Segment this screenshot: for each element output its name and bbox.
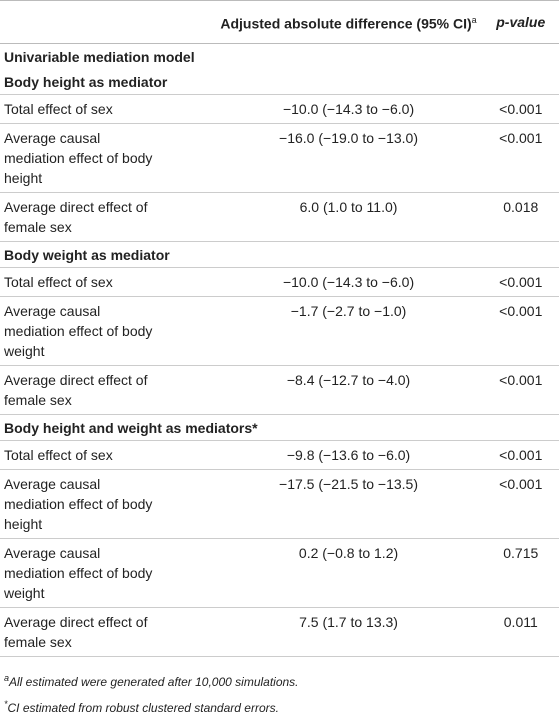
row-label: Total effect of sex: [0, 94, 215, 124]
estimate: −10.0 (−14.3 to −6.0): [214, 94, 483, 124]
data-row: Average causal mediation effect of body …: [0, 538, 559, 608]
table-body: Univariable mediation model Body height a…: [0, 44, 559, 657]
row-label: Average direct effect of female sex: [0, 192, 215, 242]
data-row: Average causal mediation effect of body …: [0, 296, 559, 366]
header-empty: [0, 0, 215, 44]
footnote: *CI estimated from robust clustered stan…: [0, 693, 559, 719]
header-cell: p-value: [482, 0, 559, 44]
header-row: Adjusted absolute difference (95% CI)a p…: [0, 0, 559, 44]
data-row: Average direct effect of female sex −8.4 …: [0, 365, 559, 415]
footnote: aAll estimated were generated after 10,0…: [0, 667, 559, 693]
estimate: −9.8 (−13.6 to −6.0): [214, 440, 483, 470]
estimate-text: −1.7 (−2.7 to −1.0): [290, 303, 407, 319]
p-value-text: 0.018: [503, 199, 539, 215]
p-value-text: <0.001: [499, 274, 543, 290]
estimate: 6.0 (1.0 to 11.0): [214, 192, 483, 242]
p-value: <0.001: [482, 123, 559, 193]
data-row: Total effect of sex −9.8 (−13.6 to −6.0) <…: [0, 440, 559, 470]
row-label: Average direct effect of female sex: [0, 365, 215, 415]
data-row: Average direct effect of female sex 7.5 (…: [0, 607, 559, 657]
estimate: 7.5 (1.7 to 13.3): [214, 607, 483, 657]
section-row: Body weight as mediator: [0, 241, 559, 268]
estimate-text: 7.5 (1.7 to 13.3): [299, 614, 398, 630]
estimate-text: −8.4 (−12.7 to −4.0): [286, 372, 411, 388]
data-row: Average direct effect of female sex 6.0 (…: [0, 192, 559, 242]
p-value-text: <0.001: [499, 476, 543, 492]
p-value: <0.001: [482, 267, 559, 297]
footnotes: aAll estimated were generated after 10,0…: [0, 667, 559, 719]
estimate-text: −16.0 (−19.0 to −13.0): [279, 130, 418, 146]
row-label-text: Average causal mediation effect of body …: [4, 130, 153, 186]
section-row: Body height and weight as mediators*: [0, 414, 559, 441]
p-value-text: <0.001: [499, 101, 543, 117]
row-label: Total effect of sex: [0, 440, 215, 470]
estimate-text: 6.0 (1.0 to 11.0): [299, 199, 398, 215]
p-value: <0.001: [482, 365, 559, 415]
p-value-text: <0.001: [499, 372, 543, 388]
header-pvalue: p-value: [496, 14, 546, 30]
section-title: Univariable mediation model: [4, 49, 195, 65]
row-label-text: Average causal mediation effect of body …: [4, 476, 153, 532]
estimate: −8.4 (−12.7 to −4.0): [214, 365, 483, 415]
section-title: Body weight as mediator: [0, 241, 559, 268]
row-label: Average causal mediation effect of body …: [0, 123, 215, 193]
row-label-text: Total effect of sex: [4, 274, 113, 290]
row-label-text: Average direct effect of female sex: [4, 614, 148, 650]
footnote-mark: a: [4, 673, 10, 683]
row-label-text: Average causal mediation effect of body …: [4, 545, 153, 601]
estimate-text: 0.2 (−0.8 to 1.2): [298, 545, 399, 561]
p-value-text: 0.715: [503, 545, 539, 561]
p-value: <0.001: [482, 296, 559, 366]
row-label: Average causal mediation effect of body …: [0, 469, 215, 539]
row-label: Average direct effect of female sex: [0, 607, 215, 657]
row-label-text: Total effect of sex: [4, 101, 113, 117]
p-value-text: 0.011: [503, 614, 538, 630]
data-row: Total effect of sex −10.0 (−14.3 to −6.0)…: [0, 267, 559, 297]
footnote-text: All estimated were generated after 10,00…: [9, 675, 299, 689]
data-row: Average causal mediation effect of body …: [0, 469, 559, 539]
p-value-text: <0.001: [499, 447, 543, 463]
p-value-text: <0.001: [499, 130, 543, 146]
footnote-text: CI estimated from robust clustered stand…: [7, 701, 279, 715]
p-value: 0.018: [482, 192, 559, 242]
p-value: <0.001: [482, 469, 559, 539]
p-value-text: <0.001: [499, 303, 543, 319]
row-label: Total effect of sex: [0, 267, 215, 297]
row-label-text: Average direct effect of female sex: [4, 372, 148, 408]
row-label-text: Average direct effect of female sex: [4, 199, 148, 235]
section-title: Body height as mediator: [0, 69, 559, 95]
estimate-text: −9.8 (−13.6 to −6.0): [286, 447, 411, 463]
p-value: 0.011: [482, 607, 559, 657]
header-label: Adjusted absolute difference (95% CI): [220, 15, 472, 32]
data-row: Average causal mediation effect of body …: [0, 123, 559, 193]
row-label-text: Average causal mediation effect of body …: [4, 303, 153, 359]
estimate: 0.2 (−0.8 to 1.2): [214, 538, 483, 608]
row-label: Average causal mediation effect of body …: [0, 296, 215, 366]
row-label: Average causal mediation effect of body …: [0, 538, 215, 608]
estimate-text: −10.0 (−14.3 to −6.0): [282, 274, 415, 290]
header-sup: a: [471, 15, 477, 26]
p-value: 0.715: [482, 538, 559, 608]
estimate: −1.7 (−2.7 to −1.0): [214, 296, 483, 366]
estimate: −16.0 (−19.0 to −13.0): [214, 123, 483, 193]
estimate: −17.5 (−21.5 to −13.5): [214, 469, 483, 539]
estimate: −10.0 (−14.3 to −6.0): [214, 267, 483, 297]
header-cell: Adjusted absolute difference (95% CI)a: [214, 0, 483, 44]
estimate-text: −17.5 (−21.5 to −13.5): [279, 476, 418, 492]
row-label-text: Total effect of sex: [4, 447, 113, 463]
p-value: <0.001: [482, 94, 559, 124]
data-row: Total effect of sex −10.0 (−14.3 to −6.0)…: [0, 94, 559, 124]
section-row: Univariable mediation model: [0, 44, 559, 70]
results-table: Adjusted absolute difference (95% CI)a p…: [0, 0, 559, 657]
section-row: Body height as mediator: [0, 69, 559, 95]
p-value: <0.001: [482, 440, 559, 470]
section-title: Body height and weight as mediators*: [0, 414, 559, 441]
estimate-text: −10.0 (−14.3 to −6.0): [282, 101, 415, 117]
